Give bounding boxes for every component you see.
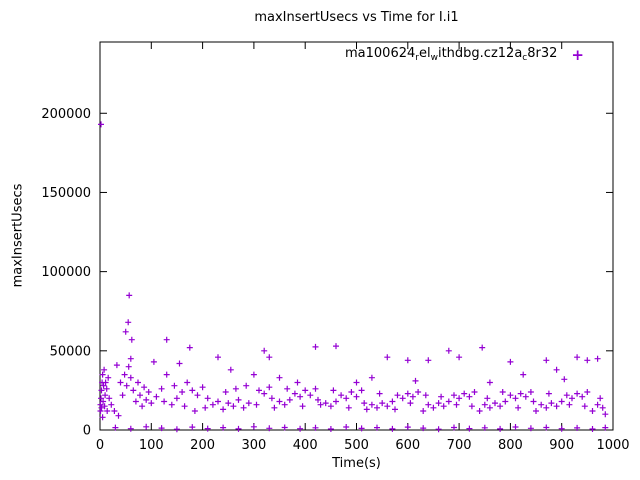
legend-label: ma100624relwithdbg.cz12ac8r32 — [345, 46, 558, 63]
svg-text:700: 700 — [447, 438, 472, 453]
legend: ma100624relwithdbg.cz12ac8r32 + — [345, 46, 584, 63]
svg-text:1000: 1000 — [596, 438, 629, 453]
chart-title: maxInsertUsecs vs Time for I.i1 — [254, 10, 459, 25]
svg-text:800: 800 — [498, 438, 523, 453]
svg-text:600: 600 — [395, 438, 420, 453]
svg-text:200: 200 — [190, 438, 215, 453]
svg-text:100: 100 — [139, 438, 164, 453]
plus-marker-icon: + — [571, 45, 584, 64]
svg-text:200000: 200000 — [41, 107, 91, 122]
y-axis-label: maxInsertUsecs — [10, 183, 26, 288]
svg-text:500: 500 — [344, 438, 369, 453]
svg-text:150000: 150000 — [41, 186, 91, 201]
svg-text:300: 300 — [241, 438, 266, 453]
svg-text:0: 0 — [83, 424, 91, 439]
svg-text:0: 0 — [96, 438, 104, 453]
x-axis-label: Time(s) — [332, 456, 381, 471]
svg-text:100000: 100000 — [41, 265, 91, 280]
svg-text:50000: 50000 — [50, 344, 91, 359]
svg-text:400: 400 — [293, 438, 318, 453]
svg-text:900: 900 — [549, 438, 574, 453]
